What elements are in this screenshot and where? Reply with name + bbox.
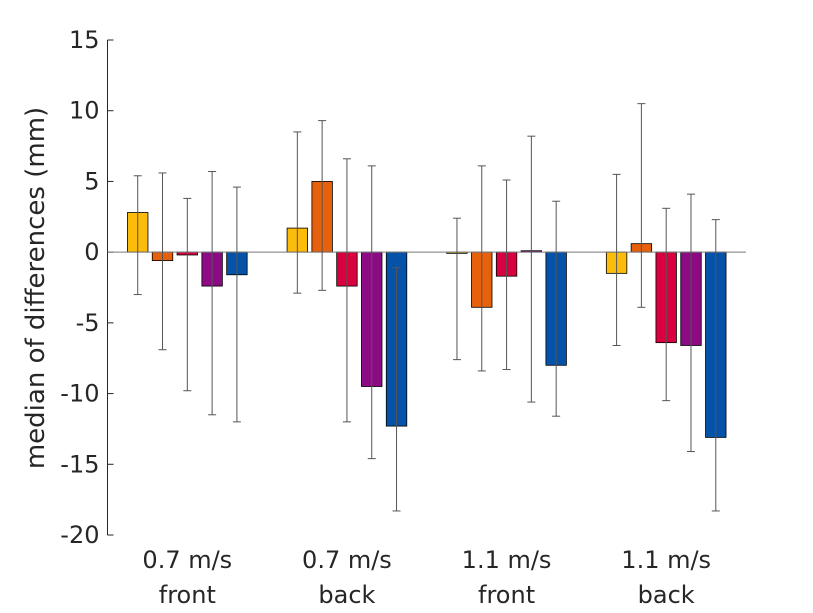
y-tick-label: 5 [84,167,99,195]
y-tick-label: -20 [60,521,99,549]
y-tick-label: -15 [60,450,99,478]
category-label-line2: front [159,581,216,609]
category-label-line1: 0.7 m/s [142,546,232,574]
y-axis-title: median of differences (mm) [21,107,51,469]
bars [127,181,727,438]
category-labels: 0.7 m/s front 0.7 m/s back 1.1 m/s front 1.1 m… [142,546,711,609]
category-label-line2: back [638,581,695,609]
y-tick-label: 10 [69,97,100,125]
category-label-line1: 1.1 m/s [621,546,711,574]
category-label-line2: front [478,581,535,609]
y-tick-label: -10 [60,380,99,408]
error-bars [133,103,720,512]
category-label-line1: 1.1 m/s [462,546,552,574]
y-tick-label: 15 [69,26,100,54]
y-tick-label: 0 [84,238,99,266]
category-label-line2: back [318,581,375,609]
y-axis-ticks: 15 10 5 0 -5 -10 -15 -20 [60,26,114,549]
y-tick-label: -5 [76,309,100,337]
category-label-line1: 0.7 m/s [302,546,392,574]
